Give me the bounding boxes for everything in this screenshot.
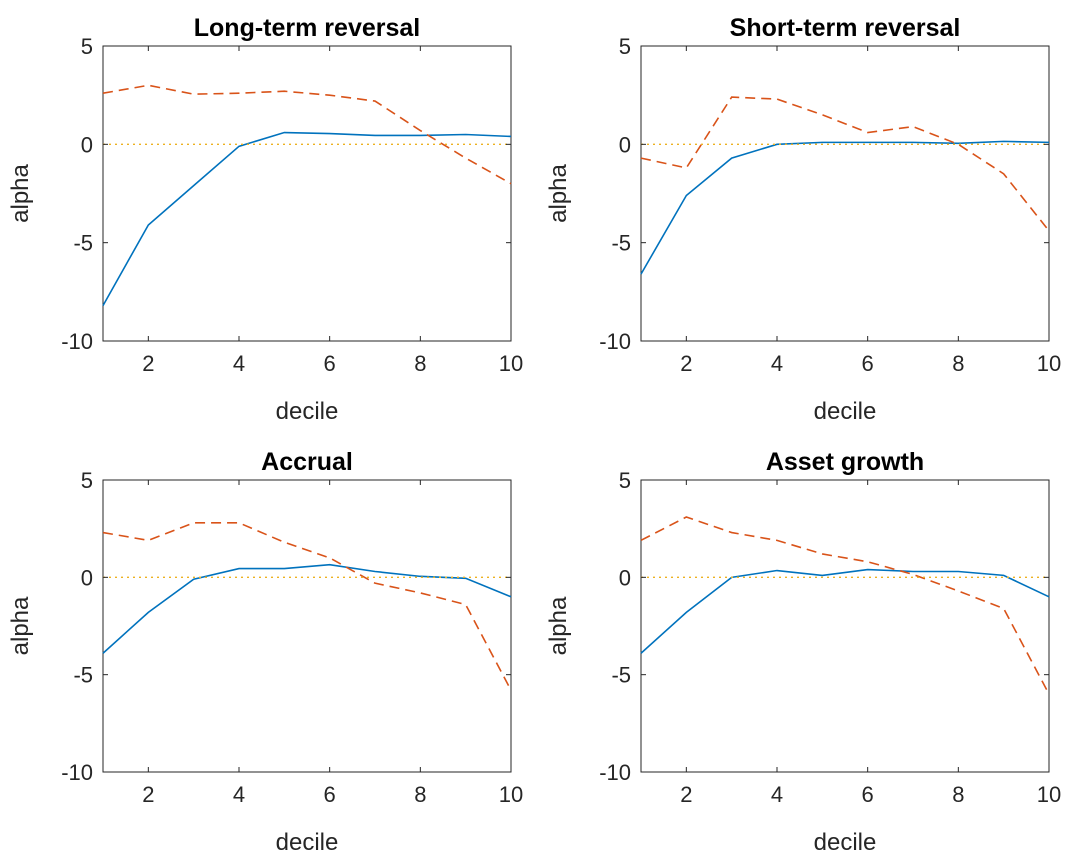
x-tick-label: 4	[771, 351, 783, 376]
y-tick-label: -5	[73, 231, 93, 256]
subplot-3: 2 4 6 8 10 5 0 -5 -10 Accrual decile alpha	[7, 448, 523, 856]
x-tick-label: 2	[142, 351, 154, 376]
x-axis-label: decile	[276, 398, 339, 425]
x-tick-label: 4	[233, 782, 245, 807]
y-tick-label: 5	[619, 34, 631, 59]
x-tick-label: 2	[680, 782, 692, 807]
x-tick-label: 10	[1037, 351, 1061, 376]
x-axis-label: decile	[276, 829, 339, 856]
y-tick-label: 0	[81, 132, 93, 157]
y-axis-label: alpha	[7, 163, 34, 222]
x-axis-label: decile	[814, 398, 877, 425]
plot-area	[640, 479, 1050, 773]
series-line-dashed	[640, 96, 1050, 232]
series-line-solid	[640, 568, 1050, 654]
y-tick-label: -5	[611, 663, 631, 688]
subplot-title: Asset growth	[766, 448, 924, 476]
x-tick-label: 4	[771, 782, 783, 807]
subplot-1: 2 4 6 8 10 5 0 -5 -10 Long-term reversal decile alp…	[7, 14, 523, 425]
x-tick-label: 4	[233, 351, 245, 376]
y-tick-label: 5	[81, 468, 93, 493]
x-tick-label: 8	[414, 351, 426, 376]
y-tick-label: -5	[611, 231, 631, 256]
x-tick-label: 10	[499, 782, 523, 807]
y-tick-label: -10	[61, 329, 93, 354]
y-axis-label: alpha	[545, 596, 572, 655]
x-tick-label: 6	[324, 782, 336, 807]
series-line-solid	[102, 131, 512, 306]
x-tick-label: 8	[952, 782, 964, 807]
series-line-dashed	[102, 522, 512, 691]
plot-area	[640, 45, 1050, 342]
y-tick-label: -5	[73, 663, 93, 688]
x-tick-label: 8	[414, 782, 426, 807]
x-axis-label: decile	[814, 829, 877, 856]
x-tick-label: 10	[499, 351, 523, 376]
x-tick-label: 6	[862, 351, 874, 376]
series-line-dashed	[102, 84, 512, 185]
y-tick-label: 0	[81, 565, 93, 590]
series-line-dashed	[640, 516, 1050, 695]
plot-area	[102, 45, 512, 342]
x-tick-label: 2	[142, 782, 154, 807]
series-line-solid	[102, 563, 512, 654]
subplot-2: 2 4 6 8 10 5 0 -5 -10 Short-term reversal decile al…	[545, 14, 1061, 425]
series-line-solid	[640, 140, 1050, 275]
y-tick-label: -10	[599, 760, 631, 785]
x-tick-label: 2	[680, 351, 692, 376]
x-tick-label: 10	[1037, 782, 1061, 807]
subplot-title: Long-term reversal	[194, 14, 420, 42]
y-tick-label: -10	[61, 760, 93, 785]
y-tick-label: 0	[619, 565, 631, 590]
subplot-title: Accrual	[261, 448, 353, 476]
y-axis-label: alpha	[7, 596, 34, 655]
subplot-title: Short-term reversal	[730, 14, 961, 42]
x-tick-label: 8	[952, 351, 964, 376]
subplot-4: 2 4 6 8 10 5 0 -5 -10 Asset growth decile alpha	[545, 448, 1061, 856]
y-tick-label: 5	[619, 468, 631, 493]
y-tick-label: 5	[81, 34, 93, 59]
y-axis-label: alpha	[545, 163, 572, 222]
plot-area	[102, 479, 512, 773]
x-tick-label: 6	[862, 782, 874, 807]
y-tick-label: 0	[619, 132, 631, 157]
x-tick-label: 6	[324, 351, 336, 376]
y-tick-label: -10	[599, 329, 631, 354]
